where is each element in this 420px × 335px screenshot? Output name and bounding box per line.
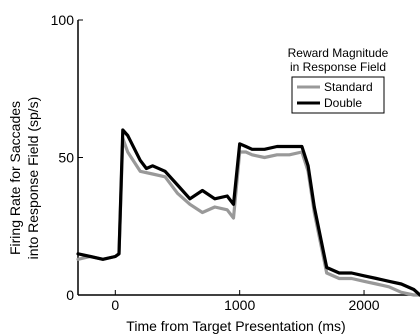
x-tick-label: 0 [111, 297, 119, 313]
y-tick-label: 100 [51, 12, 75, 28]
legend-label-double: Double [324, 96, 362, 110]
legend: Reward Magnitude in Response Field Stand… [288, 46, 389, 114]
legend-title-line2: in Response Field [290, 60, 386, 74]
legend-box [291, 76, 385, 114]
y-axis-title-line1: Firing Rate for Saccades [7, 101, 23, 255]
legend-title-line1: Reward Magnitude [288, 46, 389, 60]
x-tick-label: 2000 [348, 297, 379, 313]
series-line-double [76, 128, 420, 297]
y-tick-label: 50 [58, 150, 74, 166]
series-line-standard [76, 136, 420, 297]
x-axis-title: Time from Target Presentation (ms) [126, 318, 345, 334]
series-lines [76, 128, 420, 297]
x-tick-label: 1000 [224, 297, 255, 313]
legend-label-standard: Standard [324, 80, 373, 94]
y-axis-title-line2: into Response Field (sp/s) [25, 97, 41, 260]
y-axis-title: Firing Rate for Saccades into Response F… [7, 97, 41, 260]
y-tick-label: 0 [66, 287, 74, 303]
